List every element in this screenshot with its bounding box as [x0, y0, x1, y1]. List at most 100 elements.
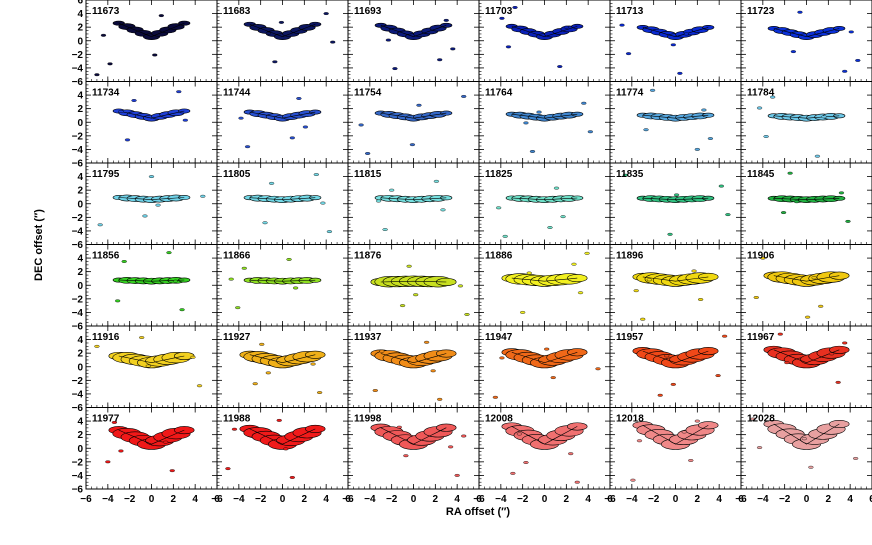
emission-contours	[112, 90, 191, 142]
x-tick-label: 0	[149, 494, 155, 505]
x-tick-label: 6	[476, 494, 482, 505]
contour-line	[773, 115, 840, 119]
contour-line	[642, 424, 709, 445]
x-tick-label: 4	[847, 494, 853, 505]
contour-line	[511, 26, 578, 38]
noise-blob	[437, 397, 443, 401]
noise-blob	[516, 432, 522, 436]
channel-panel	[85, 325, 218, 408]
noise-blob	[155, 203, 161, 207]
noise-blob	[423, 340, 430, 344]
noise-blob	[118, 109, 124, 113]
noise-blob	[163, 440, 169, 444]
channel-label: 11957	[616, 332, 644, 343]
noise-blob	[396, 425, 402, 429]
noise-blob	[646, 278, 652, 282]
noise-blob	[152, 53, 158, 57]
noise-blob	[169, 469, 175, 473]
y-tick-label: −2	[72, 213, 84, 224]
noise-blob	[289, 136, 295, 140]
noise-blob	[272, 60, 278, 64]
noise-blob	[838, 191, 845, 195]
emission-contours	[370, 264, 470, 316]
emission-contours	[228, 258, 322, 310]
contour-line	[642, 276, 709, 282]
noise-blob	[225, 467, 231, 471]
contour-line	[642, 114, 709, 119]
y-tick-label: 0	[77, 118, 83, 129]
noise-blob	[619, 23, 625, 27]
noise-blob	[625, 52, 632, 56]
y-tick-label: 2	[77, 23, 83, 34]
noise-blob	[657, 393, 663, 397]
noise-blob	[553, 186, 560, 190]
x-tick-label: 4	[192, 494, 198, 505]
noise-blob	[276, 418, 282, 422]
noise-blob	[228, 277, 234, 281]
noise-blob	[148, 175, 155, 179]
y-tick-label: 4	[77, 254, 83, 265]
x-tick-label: −6	[473, 494, 485, 505]
channel-panel	[609, 81, 742, 164]
channel-panel	[740, 325, 872, 408]
y-tick-label: −6	[72, 322, 84, 333]
noise-blob	[310, 362, 316, 366]
y-tick-label: −4	[72, 389, 84, 400]
channel-label: 11744	[223, 88, 251, 99]
emission-contours	[370, 340, 457, 401]
noise-blob	[265, 31, 271, 35]
noise-blob	[794, 200, 800, 204]
y-tick-label: −2	[72, 50, 84, 61]
noise-blob	[105, 460, 111, 464]
noise-blob	[115, 299, 121, 303]
emission-contours	[499, 6, 584, 68]
noise-blob	[587, 130, 593, 134]
noise-blob	[244, 145, 251, 149]
noise-blob	[200, 194, 206, 198]
noise-blob	[584, 251, 590, 255]
noise-blob	[715, 374, 721, 378]
channel-label: 11896	[616, 251, 644, 262]
noise-blob	[182, 118, 188, 122]
noise-blob	[688, 459, 694, 462]
noise-blob	[842, 341, 848, 345]
noise-blob	[581, 101, 587, 105]
noise-blob	[323, 12, 329, 16]
noise-blob	[190, 355, 196, 359]
x-tick-label: 6	[607, 494, 613, 505]
noise-blob	[358, 123, 364, 127]
x-tick-label: −2	[124, 494, 136, 505]
x-tick-label: 2	[433, 494, 439, 505]
y-tick-label: 0	[77, 444, 83, 455]
noise-blob	[499, 16, 505, 20]
noise-blob	[848, 30, 854, 34]
channel-label: 11916	[92, 332, 120, 343]
x-tick-label: −6	[80, 494, 92, 505]
noise-blob	[289, 476, 295, 479]
channel-panel	[85, 81, 218, 164]
noise-blob	[677, 71, 683, 75]
contour-line	[380, 112, 447, 119]
y-tick-label: 4	[77, 91, 83, 102]
channel-panel	[478, 81, 611, 164]
noise-blob	[262, 221, 268, 225]
contour-line	[642, 197, 709, 201]
emission-contours	[97, 175, 206, 227]
noise-blob	[571, 262, 577, 266]
noise-blob	[433, 179, 440, 183]
emission-contours	[763, 332, 850, 384]
contour-line	[773, 349, 840, 364]
x-tick-label: 0	[280, 494, 286, 505]
noise-blob	[804, 315, 811, 319]
x-tick-label: −2	[648, 494, 660, 505]
contour-line	[511, 277, 578, 282]
channel-label: 11866	[223, 251, 251, 262]
channel-label: 11703	[485, 6, 513, 17]
emission-contours	[492, 347, 601, 399]
noise-blob	[317, 391, 323, 394]
noise-blob	[454, 473, 460, 477]
noise-blob	[235, 306, 241, 310]
contour-line	[380, 197, 447, 201]
noise-blob	[523, 121, 529, 125]
contour-line	[380, 280, 447, 283]
